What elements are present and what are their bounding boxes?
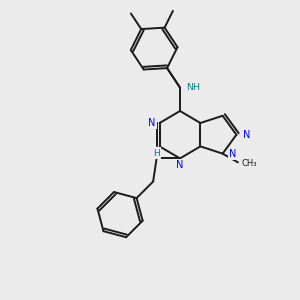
- Text: NH: NH: [187, 83, 201, 92]
- Text: N: N: [229, 148, 237, 159]
- Text: H: H: [153, 148, 160, 158]
- Text: N: N: [243, 130, 250, 140]
- Text: N: N: [148, 118, 156, 128]
- Text: N: N: [176, 160, 184, 170]
- Text: CH₃: CH₃: [242, 159, 257, 168]
